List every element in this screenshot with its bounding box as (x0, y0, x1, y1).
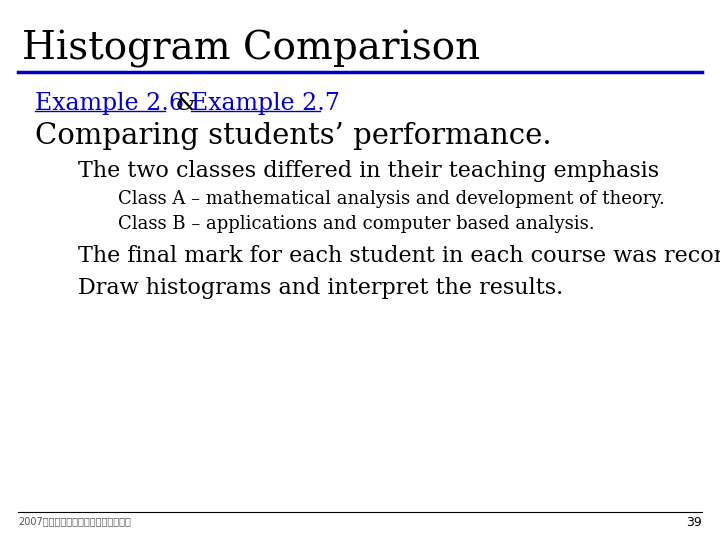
Text: 2007年度秋学期統計学（一）講義配布: 2007年度秋学期統計学（一）講義配布 (18, 516, 131, 526)
Text: Histogram Comparison: Histogram Comparison (22, 30, 480, 68)
Text: The final mark for each student in each course was recorded.: The final mark for each student in each … (78, 245, 720, 267)
Text: &: & (168, 92, 204, 115)
Text: Class B – applications and computer based analysis.: Class B – applications and computer base… (118, 215, 595, 233)
Text: Draw histograms and interpret the results.: Draw histograms and interpret the result… (78, 277, 563, 299)
Text: 39: 39 (686, 516, 702, 529)
Text: Example 2.7: Example 2.7 (191, 92, 340, 115)
Text: The two classes differed in their teaching emphasis: The two classes differed in their teachi… (78, 160, 659, 182)
Text: Example 2.6: Example 2.6 (35, 92, 184, 115)
Text: Comparing students’ performance.: Comparing students’ performance. (35, 122, 552, 150)
Text: Class A – mathematical analysis and development of theory.: Class A – mathematical analysis and deve… (118, 190, 665, 208)
